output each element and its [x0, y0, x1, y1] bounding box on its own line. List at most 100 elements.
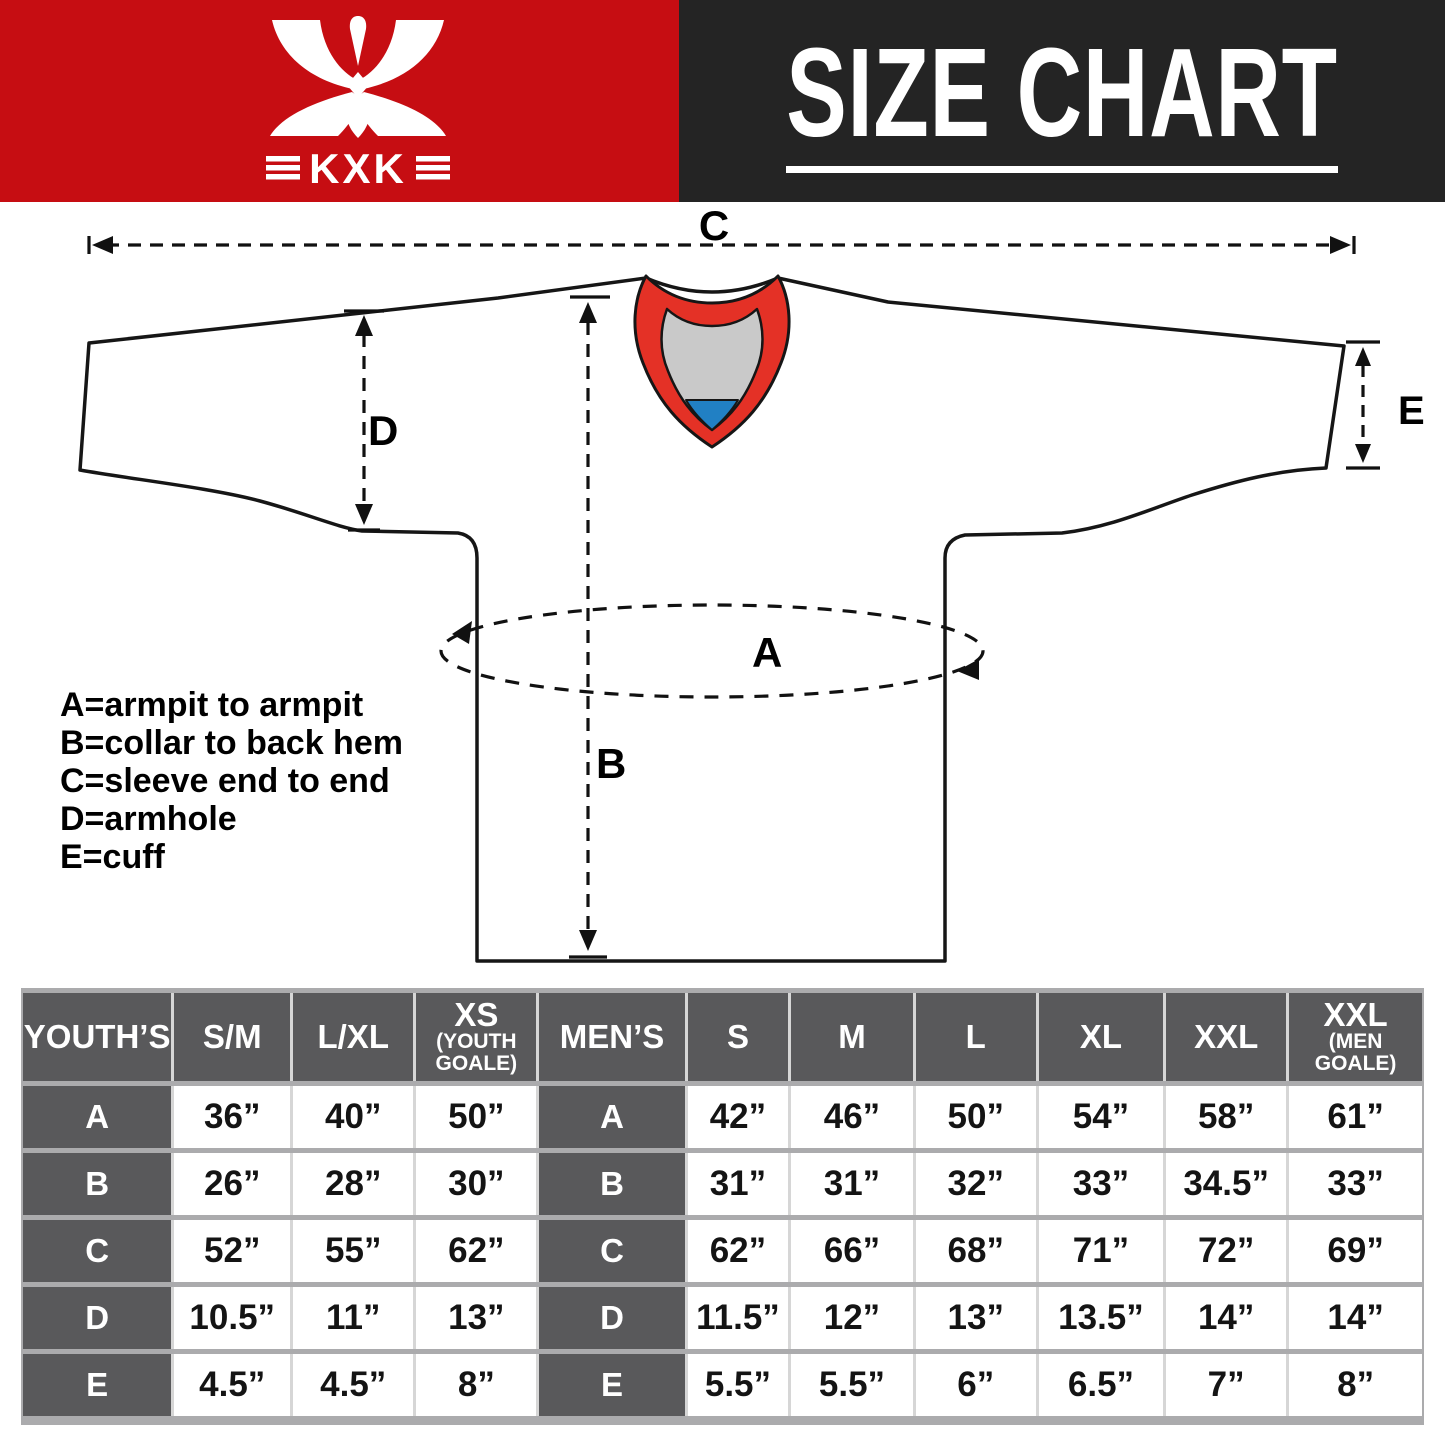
men-value-E-1: 5.5” [788, 1354, 913, 1416]
size-table-header-row: YOUTH’S S/M L/XL XS (YOUTH GOALE) MEN’S S M L XL X… [23, 993, 1422, 1081]
youth-col-0: S/M [171, 993, 291, 1081]
youth-value-D-1: 11” [290, 1287, 414, 1349]
men-value-D-2: 13” [912, 1287, 1036, 1349]
youth-row-label-C: C [23, 1220, 172, 1282]
men-value-C-1: 66” [788, 1220, 913, 1282]
men-value-C-4: 72” [1163, 1220, 1287, 1282]
size-table-row-A: A 36” 40” 50” A 42” 46” 50” 54” 58” 61” [23, 1086, 1422, 1148]
size-table-body: YOUTH’S S/M L/XL XS (YOUTH GOALE) MEN’S S M L XL X… [23, 993, 1422, 1416]
men-value-E-0: 5.5” [684, 1354, 789, 1416]
jersey-diagram: C D [0, 202, 1445, 988]
men-value-B-4: 34.5” [1163, 1153, 1287, 1215]
men-col-2: L [912, 993, 1036, 1081]
men-value-C-5: 69” [1286, 1220, 1422, 1282]
dim-label-a: A [752, 629, 782, 676]
legend-line-e: E=cuff [60, 838, 165, 876]
size-table-row-E: E 4.5” 4.5” 8” E 5.5” 5.5” 6” 6.5” 7” 8” [23, 1354, 1422, 1416]
banner-title-panel: SIZE CHART [679, 0, 1445, 202]
dim-label-b: B [596, 740, 626, 787]
men-value-D-1: 12” [788, 1287, 913, 1349]
men-value-D-3: 13.5” [1035, 1287, 1164, 1349]
men-value-A-3: 54” [1035, 1086, 1164, 1148]
jersey-diagram-svg: C D [78, 202, 1425, 963]
men-value-D-4: 14” [1163, 1287, 1287, 1349]
kxk-logo-icon: KXK [266, 16, 450, 190]
youth-col-2-label: XS [454, 996, 499, 1033]
youth-col-0-label: S/M [202, 1018, 262, 1055]
dimension-line-b [569, 295, 610, 959]
men-col-4: XXL [1163, 993, 1287, 1081]
youth-row-label-D: D [23, 1287, 172, 1349]
dimension-line-d [344, 309, 384, 532]
jersey-outline [78, 276, 1346, 963]
men-value-A-1: 46” [788, 1086, 913, 1148]
youth-value-B-1: 28” [290, 1153, 414, 1215]
dimension-line-c [87, 236, 1356, 254]
youth-row-label-B: B [23, 1153, 172, 1215]
dimension-ellipse-a [439, 603, 985, 699]
youth-value-D-0: 10.5” [171, 1287, 291, 1349]
men-value-A-0: 42” [684, 1086, 789, 1148]
page-title: SIZE CHART [786, 21, 1338, 163]
legend-line-a: A=armpit to armpit [60, 686, 364, 724]
men-col-1-label: M [838, 1018, 866, 1055]
collar-blue-tip [685, 399, 739, 431]
men-row-label-B: B [536, 1153, 685, 1215]
dim-label-e: E [1398, 389, 1425, 433]
men-header-label: MEN’S [559, 1018, 665, 1055]
men-col-0: S [684, 993, 789, 1081]
men-value-E-3: 6.5” [1035, 1354, 1164, 1416]
brand-wordmark: KXK [309, 145, 407, 190]
youth-col-2: XS (YOUTH GOALE) [413, 993, 537, 1081]
men-value-A-5: 61” [1286, 1086, 1422, 1148]
youth-col-2-note: (YOUTH GOALE) [435, 1030, 518, 1075]
men-value-C-0: 62” [684, 1220, 789, 1282]
dim-label-c: C [699, 202, 729, 249]
men-row-label-C: C [536, 1220, 685, 1282]
men-value-B-1: 31” [788, 1153, 913, 1215]
men-value-E-2: 6” [912, 1354, 1036, 1416]
size-table: YOUTH’S S/M L/XL XS (YOUTH GOALE) MEN’S S M L XL X… [23, 988, 1422, 1421]
men-value-C-3: 71” [1035, 1220, 1164, 1282]
banner-brand-panel: KXK [0, 0, 679, 202]
men-value-E-4: 7” [1163, 1354, 1287, 1416]
size-table-row-C: C 52” 55” 62” C 62” 66” 68” 71” 72” 69” [23, 1220, 1422, 1282]
men-col-3-label: XL [1079, 1018, 1123, 1055]
men-value-B-2: 32” [912, 1153, 1036, 1215]
dim-label-d: D [368, 407, 398, 454]
youth-value-E-1: 4.5” [290, 1354, 414, 1416]
youth-col-1-label: L/XL [317, 1018, 389, 1055]
men-col-0-label: S [726, 1018, 749, 1055]
youth-header: YOUTH’S [23, 993, 172, 1081]
men-value-E-5: 8” [1286, 1354, 1422, 1416]
men-value-B-0: 31” [684, 1153, 789, 1215]
dimension-line-e [1346, 340, 1380, 470]
youth-row-label-A: A [23, 1086, 172, 1148]
men-row-label-E: E [536, 1354, 685, 1416]
youth-value-C-0: 52” [171, 1220, 291, 1282]
youth-value-C-1: 55” [290, 1220, 414, 1282]
men-value-A-2: 50” [912, 1086, 1036, 1148]
men-col-4-label: XXL [1194, 1018, 1259, 1055]
men-value-A-4: 58” [1163, 1086, 1287, 1148]
youth-col-1: L/XL [290, 993, 414, 1081]
men-value-D-5: 14” [1286, 1287, 1422, 1349]
youth-value-A-0: 36” [171, 1086, 291, 1148]
size-table-row-B: B 26” 28” 30” B 31” 31” 32” 33” 34.5” 33” [23, 1153, 1422, 1215]
men-value-D-0: 11.5” [684, 1287, 789, 1349]
men-value-B-5: 33” [1286, 1153, 1422, 1215]
youth-value-B-2: 30” [413, 1153, 537, 1215]
men-header: MEN’S [536, 993, 685, 1081]
men-value-C-2: 68” [912, 1220, 1036, 1282]
youth-value-B-0: 26” [171, 1153, 291, 1215]
youth-value-C-2: 62” [413, 1220, 537, 1282]
title-underline [786, 165, 1338, 173]
youth-row-label-E: E [23, 1354, 172, 1416]
youth-value-E-2: 8” [413, 1354, 537, 1416]
measurement-legend: A=armpit to armpit B=collar to back hem … [60, 686, 403, 876]
men-row-label-D: D [536, 1287, 685, 1349]
men-col-3: XL [1035, 993, 1164, 1081]
size-table-row-D: D 10.5” 11” 13” D 11.5” 12” 13” 13.5” 14” 14” [23, 1287, 1422, 1349]
men-col-5-note: (MEN GOALE) [1314, 1030, 1397, 1075]
